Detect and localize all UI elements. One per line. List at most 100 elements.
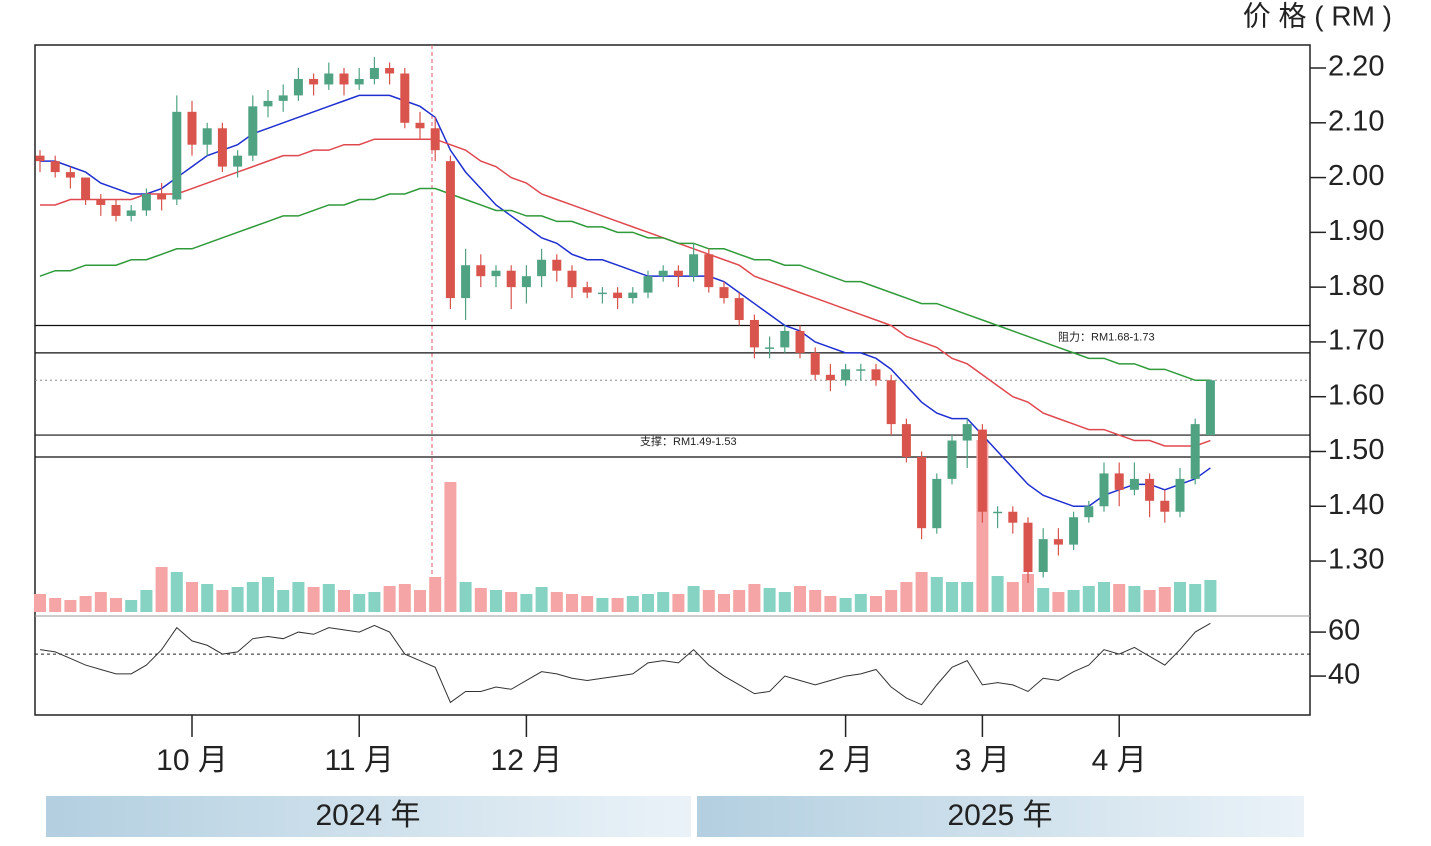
rsi-line xyxy=(39,622,1211,706)
volume-bar xyxy=(414,590,426,612)
candle-body xyxy=(841,369,851,381)
candle-body xyxy=(1023,522,1033,573)
volume-bar xyxy=(915,572,928,612)
y-tick-label: 2.00 xyxy=(1328,160,1384,192)
volume-bar xyxy=(64,600,77,612)
volume-bar xyxy=(1082,586,1095,612)
candle-body xyxy=(719,287,729,299)
annotation: 阻力：RM1.68-1.73 xyxy=(1058,330,1155,343)
volume-bar xyxy=(1204,580,1217,612)
candle-body xyxy=(765,347,775,349)
candle-body xyxy=(35,155,45,162)
candle-body xyxy=(886,380,896,425)
candle-body xyxy=(385,68,395,74)
candle-body xyxy=(734,298,744,321)
volume-bar xyxy=(1006,582,1019,612)
volume-bar xyxy=(809,590,822,612)
moving-average xyxy=(40,138,1211,447)
volume-bar xyxy=(125,600,138,612)
volume-bar xyxy=(429,577,442,612)
candle-body xyxy=(172,111,182,200)
volume-bar xyxy=(687,586,700,612)
axis-label: 价 格 ( RM ) xyxy=(1243,0,1392,31)
volume-bar xyxy=(34,594,46,612)
candle-body xyxy=(65,172,75,178)
candle-body xyxy=(309,78,319,85)
candle-body xyxy=(795,330,805,353)
candle-body xyxy=(1008,511,1018,523)
candle-body xyxy=(1053,539,1063,545)
candle-body xyxy=(567,270,577,288)
volume-bar xyxy=(505,592,518,612)
candle-body xyxy=(901,424,911,457)
volume-bar xyxy=(1128,586,1141,612)
candle-body xyxy=(704,254,714,288)
volume-bar xyxy=(885,590,898,612)
candle-body xyxy=(932,478,942,529)
candle-body xyxy=(96,199,106,205)
candle-body xyxy=(157,194,167,200)
volume-bar xyxy=(733,590,746,612)
candle-body xyxy=(491,270,501,277)
candle-body xyxy=(749,320,759,348)
candle-body xyxy=(917,456,927,529)
volume-bar xyxy=(353,594,366,612)
candle-body xyxy=(658,270,668,277)
volume-bar xyxy=(1143,590,1156,612)
volume-bar xyxy=(900,582,913,612)
candle-body xyxy=(263,100,273,107)
y-tick-label: 1.60 xyxy=(1328,379,1384,411)
volume-bar xyxy=(1022,574,1034,612)
volume-bar xyxy=(186,582,198,612)
candle-body xyxy=(780,330,790,348)
volume-bar xyxy=(839,598,852,612)
candle-body xyxy=(552,259,562,271)
candle-body xyxy=(1084,506,1094,518)
volume-bar xyxy=(581,596,594,612)
candle-body xyxy=(81,177,91,200)
candle-body xyxy=(50,161,60,173)
candle-body xyxy=(1145,478,1155,501)
volume-bar xyxy=(201,584,214,612)
volume-bar xyxy=(170,572,183,612)
moving-average xyxy=(40,94,1211,508)
volume-bar xyxy=(930,577,943,612)
candle-body xyxy=(521,276,531,288)
x-tick-label: 12 月 xyxy=(491,744,563,777)
y-tick-label: 1.80 xyxy=(1328,270,1384,302)
candle-body xyxy=(233,155,243,167)
candle-body xyxy=(597,292,607,295)
year-band xyxy=(46,796,691,837)
candle-body xyxy=(993,511,1003,514)
volume-bar xyxy=(626,596,639,612)
volume-bar xyxy=(642,594,654,612)
volume-bar xyxy=(672,594,685,612)
volume-bar xyxy=(1067,590,1080,612)
x-tick-label: 2 月 xyxy=(818,744,873,777)
volume-bar xyxy=(292,582,305,612)
volume-bar xyxy=(94,592,107,612)
volume-bar xyxy=(1189,584,1202,612)
candle-body xyxy=(810,352,820,375)
volume-bar xyxy=(566,594,578,612)
volume-bar xyxy=(1037,588,1050,612)
candle-body xyxy=(962,424,972,441)
candle-body xyxy=(582,287,592,293)
candle-body xyxy=(354,78,364,85)
candle-body xyxy=(977,429,987,512)
candle-body xyxy=(1160,500,1170,512)
candle-body xyxy=(293,78,303,96)
y-tick-label: 1.90 xyxy=(1328,215,1384,247)
volume-bar xyxy=(961,582,974,612)
volume-bar xyxy=(718,594,730,612)
x-tick-label: 10 月 xyxy=(156,744,228,777)
candle-body xyxy=(1114,473,1124,490)
year-label: 2024 年 xyxy=(315,799,420,832)
volume-bar xyxy=(702,590,715,612)
volume-bar xyxy=(155,567,168,612)
y-tick-label: 2.10 xyxy=(1328,105,1384,137)
candle-body xyxy=(1205,380,1215,436)
candle-body xyxy=(1190,424,1200,479)
volume-bar xyxy=(596,598,609,612)
volume-bar xyxy=(657,592,670,612)
